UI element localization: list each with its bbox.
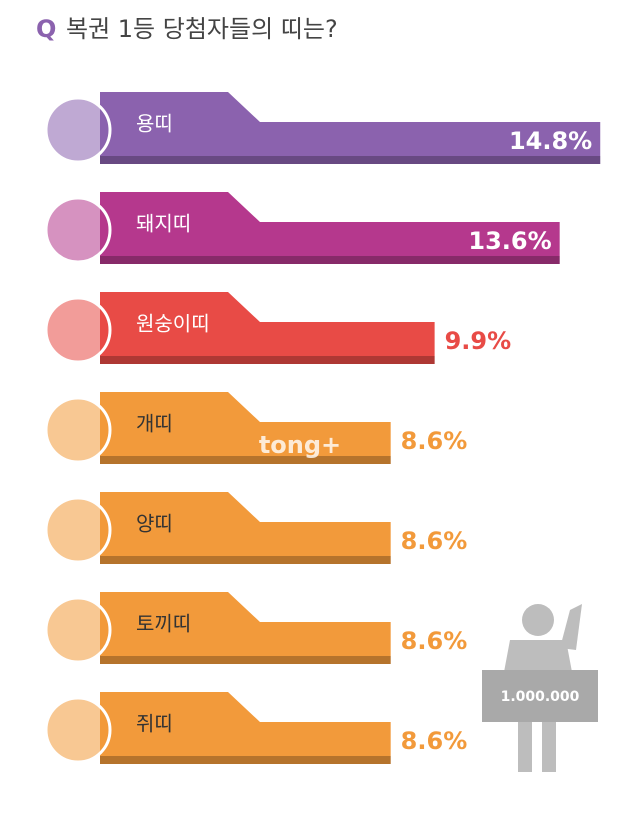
bar-shadow <box>100 656 391 664</box>
value-label: 9.9% <box>445 327 512 355</box>
bar <box>100 192 560 264</box>
bar-shadow <box>100 356 435 364</box>
category-label: 돼지띠 <box>136 212 191 236</box>
category-label: 개띠 <box>136 412 173 436</box>
bar <box>100 492 391 564</box>
category-label: 용띠 <box>136 112 173 136</box>
animal-icon <box>44 596 112 664</box>
winner-figure <box>482 604 598 772</box>
bar <box>100 692 391 764</box>
chart-title: 복권 1등 당첨자들의 띠는? <box>66 15 338 43</box>
bar <box>100 392 391 464</box>
bar <box>100 292 435 364</box>
value-label: 14.8% <box>509 127 592 155</box>
animal-icon <box>44 196 112 264</box>
bar <box>100 92 601 164</box>
animal-icon <box>44 496 112 564</box>
category-label: 쥐띠 <box>136 712 173 736</box>
category-label: 양띠 <box>136 512 173 536</box>
value-label: 8.6% <box>401 427 468 455</box>
sign-text: 1.000.000 <box>501 689 580 705</box>
category-label: 토끼띠 <box>136 612 191 636</box>
animal-icon <box>44 696 112 764</box>
value-label: 8.6% <box>401 727 468 755</box>
category-label: 원숭이띠 <box>136 312 210 336</box>
animal-icon <box>44 96 112 164</box>
value-label: 8.6% <box>401 627 468 655</box>
watermark: tong+ <box>259 431 341 459</box>
bar-shadow <box>100 456 391 464</box>
bar-shadow <box>100 156 601 164</box>
animal-icon <box>44 396 112 464</box>
bar-shadow <box>100 756 391 764</box>
animal-icon <box>44 296 112 364</box>
value-label: 8.6% <box>401 527 468 555</box>
bar-shadow <box>100 256 560 264</box>
bar-shadow <box>100 556 391 564</box>
bar <box>100 592 391 664</box>
value-label: 13.6% <box>468 227 551 255</box>
title-prefix: Q <box>36 15 56 43</box>
